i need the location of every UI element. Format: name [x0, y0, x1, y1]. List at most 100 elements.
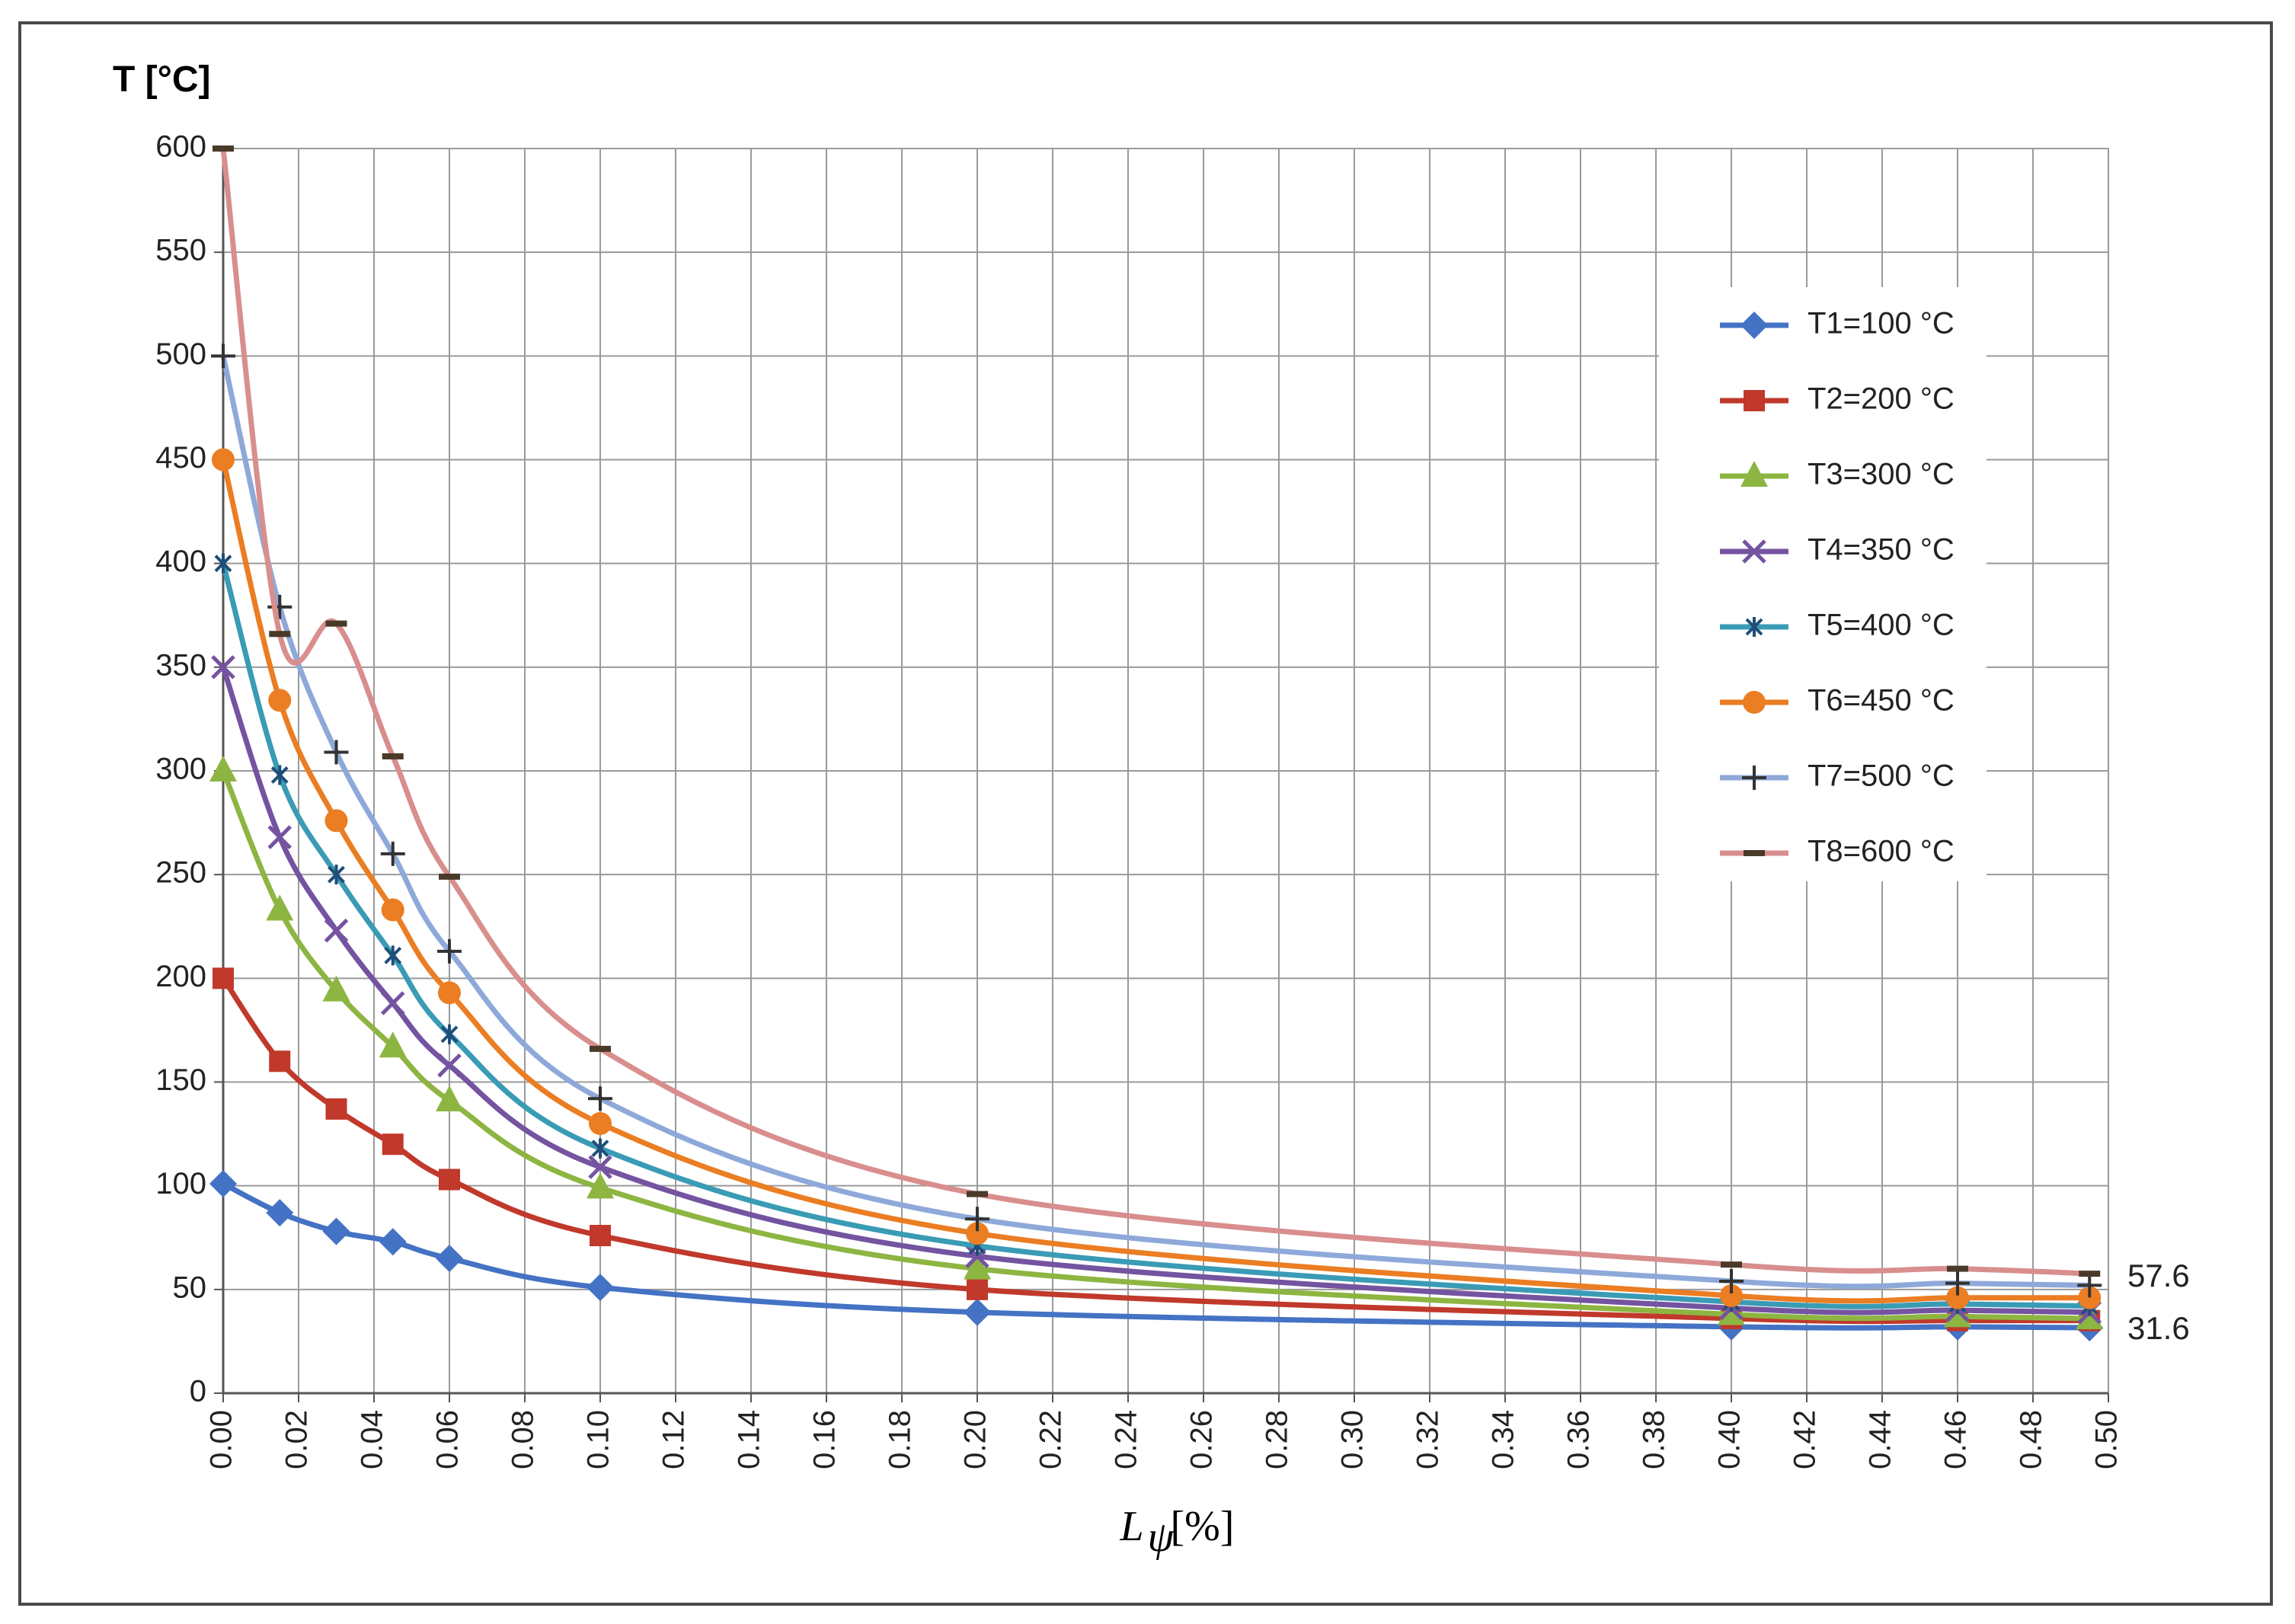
legend-marker — [1744, 390, 1765, 411]
data-point — [440, 1024, 459, 1044]
x-axis-subscript: ψ — [1148, 1514, 1175, 1561]
y-tick-label: 200 — [155, 960, 206, 993]
labels: T [°C] L ψ[%] 57.6 31.6 — [113, 59, 2190, 1561]
data-point — [1946, 1286, 1969, 1309]
legend-label: T3=300 °C — [1808, 458, 1955, 491]
legend-marker — [1744, 850, 1765, 856]
data-point — [1944, 1301, 1971, 1328]
x-tick-label: 0.14 — [733, 1410, 766, 1469]
x-tick-label: 0.24 — [1110, 1410, 1143, 1469]
data-point — [439, 1168, 460, 1191]
y-tick-label: 600 — [155, 130, 206, 164]
annotation-31-6: 31.6 — [2127, 1310, 2190, 1346]
data-point — [268, 689, 292, 712]
x-tick-label: 0.12 — [657, 1410, 691, 1469]
legend-item-1: T1=100 °C — [1720, 307, 1955, 340]
chart: 0.00 0.02 0.04 0.06 0.08 0.10 0.12 0.14 0.16 0.18… — [113, 59, 2190, 1561]
data-point — [589, 1111, 612, 1135]
data-point — [266, 1199, 294, 1227]
data-point — [2077, 1273, 2102, 1298]
x-tick-label: 0.04 — [356, 1410, 389, 1469]
legend-box — [1659, 287, 1987, 881]
data-point — [436, 1085, 463, 1112]
x-tick-label: 0.02 — [280, 1410, 314, 1469]
data-point — [379, 1228, 407, 1256]
y-tick-label: 400 — [155, 545, 206, 578]
series-3 — [209, 756, 2104, 1329]
data-point — [213, 967, 234, 989]
data-point — [382, 753, 404, 759]
data-point — [379, 1031, 407, 1058]
data-point — [588, 1155, 612, 1179]
data-point — [382, 1133, 404, 1156]
data-point — [1720, 1284, 1743, 1308]
data-point — [384, 945, 402, 966]
data-point — [324, 918, 349, 943]
data-point — [209, 1169, 237, 1197]
legend-item-6: T6=450 °C — [1720, 684, 1955, 718]
data-point — [439, 873, 460, 880]
x-tick-label: 0.26 — [1185, 1410, 1219, 1469]
data-point — [213, 145, 234, 152]
data-point — [587, 1274, 614, 1302]
legend-marker — [1740, 312, 1768, 339]
y-tick-label: 50 — [173, 1271, 207, 1304]
data-point — [966, 1222, 989, 1245]
data-point — [1718, 1299, 1745, 1325]
data-point — [967, 1278, 988, 1300]
data-point — [212, 448, 235, 472]
data-point — [325, 620, 347, 627]
data-point — [267, 825, 292, 849]
data-point — [322, 1217, 350, 1245]
y-axis-title: T [°C] — [113, 59, 210, 100]
x-tick-label: 0.48 — [2015, 1410, 2048, 1469]
data-point — [380, 991, 405, 1015]
legend-label: T5=400 °C — [1808, 609, 1955, 642]
x-tick-label: 0.32 — [1411, 1410, 1445, 1469]
data-point — [2076, 1303, 2104, 1329]
x-tick-label: 0.10 — [582, 1410, 615, 1469]
data-point — [2079, 1271, 2101, 1277]
legend: T1=100 °C T2=200 °C T3=300 °C T4=350 °C T5=4… — [1659, 287, 1987, 881]
x-tick-label: 0.00 — [205, 1410, 238, 1469]
legend-item-5: T5=400 °C — [1720, 609, 1955, 642]
data-point — [1945, 1271, 1970, 1296]
chart-frame: 0.00 0.02 0.04 0.06 0.08 0.10 0.12 0.14 0.16 0.18… — [18, 21, 2273, 1606]
legend-marker — [1740, 461, 1768, 487]
data-point — [324, 740, 349, 765]
y-tick-label: 100 — [155, 1167, 206, 1200]
x-tick-label: 0.22 — [1034, 1410, 1068, 1469]
legend-label: T2=200 °C — [1808, 382, 1955, 416]
series-7 — [211, 344, 2102, 1298]
data-point — [1947, 1265, 1968, 1272]
data-point — [381, 898, 404, 922]
legend-item-4: T4=350 °C — [1720, 533, 1955, 567]
y-tick-label: 450 — [155, 441, 206, 475]
x-tick-label: 0.28 — [1261, 1410, 1294, 1469]
data-point — [211, 344, 235, 369]
data-point — [437, 938, 462, 964]
data-point — [436, 1244, 463, 1272]
x-tick-label: 0.20 — [959, 1410, 992, 1469]
data-point — [438, 981, 461, 1005]
data-point — [267, 594, 292, 619]
data-point — [965, 1207, 989, 1232]
legend-marker — [1743, 691, 1766, 714]
x-tick-label: 0.50 — [2090, 1410, 2124, 1469]
data-point — [328, 865, 345, 885]
data-point — [266, 894, 294, 921]
data-point — [270, 765, 289, 785]
x-tick-label: 0.08 — [507, 1410, 540, 1469]
y-tick-label: 500 — [155, 337, 206, 371]
legend-label: T1=100 °C — [1808, 307, 1955, 340]
data-point — [2078, 1286, 2102, 1309]
data-point — [1719, 1268, 1744, 1293]
data-point — [324, 809, 348, 833]
x-tick-label: 0.30 — [1336, 1410, 1370, 1469]
x-tick-label: 0.34 — [1487, 1410, 1520, 1469]
legend-item-7: T7=500 °C — [1720, 759, 1955, 793]
series-line — [220, 666, 2090, 1316]
data-point — [214, 553, 232, 574]
legend-label: T6=450 °C — [1808, 684, 1955, 718]
data-point — [964, 1253, 991, 1280]
